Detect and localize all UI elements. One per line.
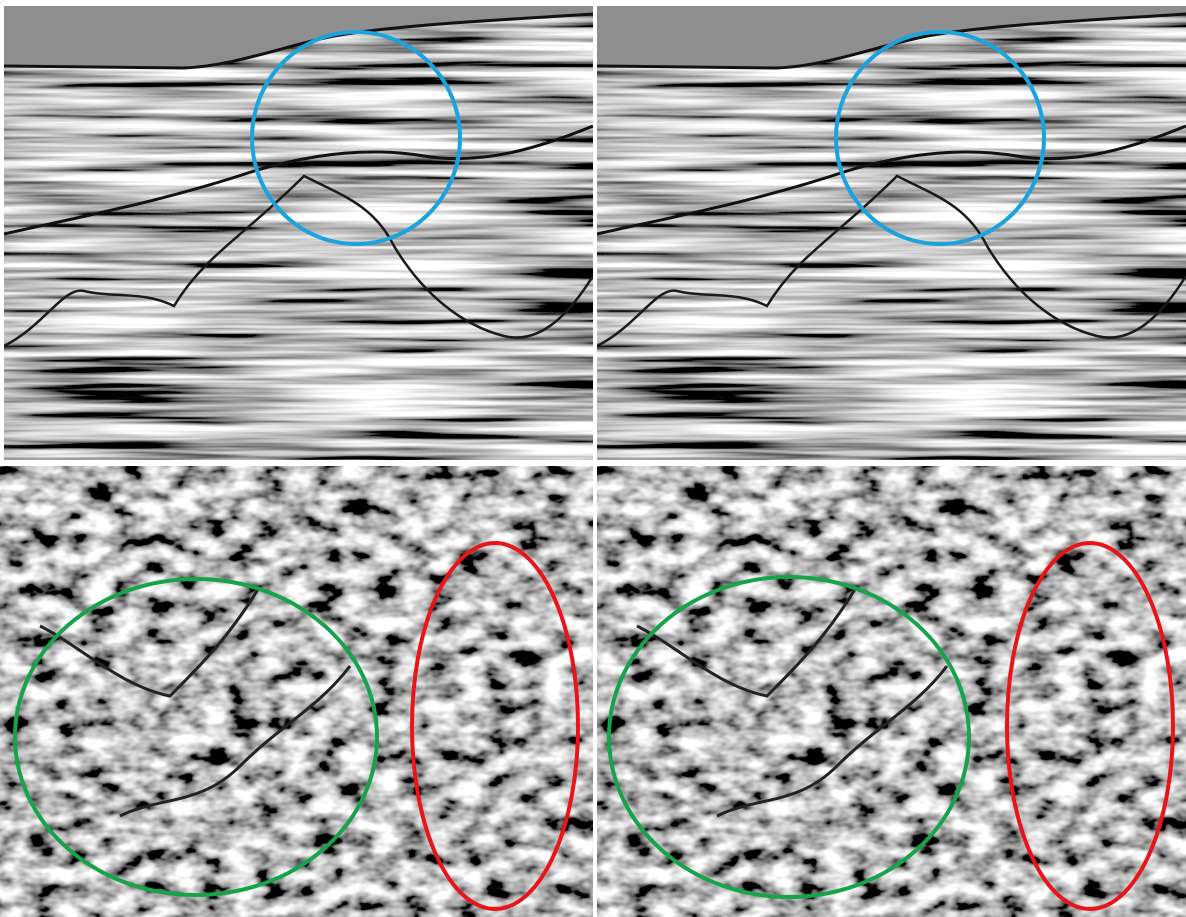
page <box>0 0 1186 917</box>
figure <box>0 0 1186 917</box>
reflections <box>4 6 593 460</box>
reflections <box>597 466 1186 917</box>
seismic-panel <box>597 6 1186 460</box>
reflections <box>0 466 593 917</box>
seismic-panel <box>597 466 1186 917</box>
seismic-panel <box>0 466 593 917</box>
seismic-panel <box>4 6 593 460</box>
